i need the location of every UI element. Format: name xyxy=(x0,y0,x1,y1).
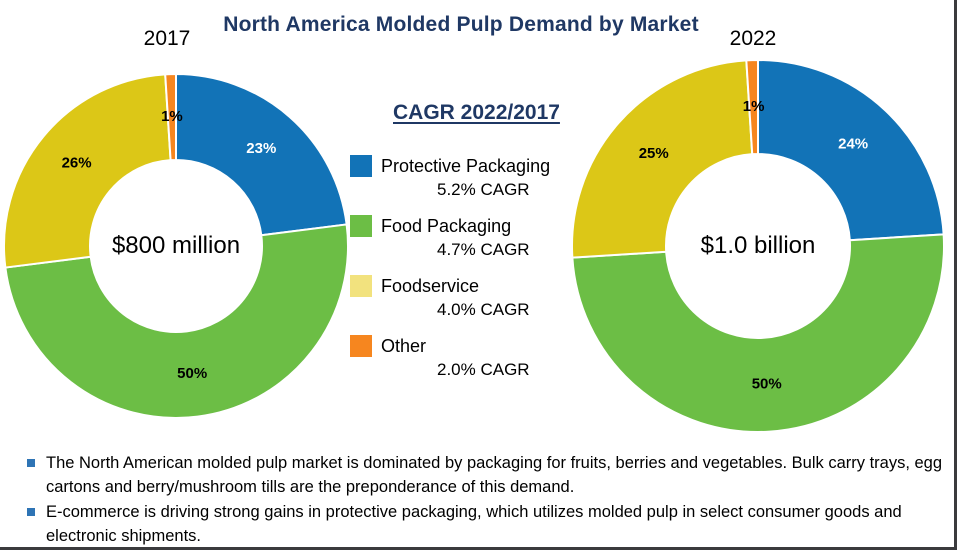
donut-center-label-2017: $800 million xyxy=(111,232,241,259)
legend-item-foodservice: Foodservice 4.0% CAGR xyxy=(350,275,590,320)
legend-row: Other xyxy=(350,335,590,357)
legend-item-food-packaging: Food Packaging 4.7% CAGR xyxy=(350,215,590,260)
list-item: The North American molded pulp market is… xyxy=(27,451,947,499)
protective-packaging-swatch xyxy=(350,155,372,177)
slice-value-label: 50% xyxy=(177,365,207,382)
legend-item-cagr: 4.0% CAGR xyxy=(437,300,530,319)
pie-slice-food-packaging xyxy=(571,233,945,433)
pie-slice-food-packaging xyxy=(4,223,349,419)
bullet-square-icon xyxy=(27,508,35,516)
legend-row: Foodservice xyxy=(350,275,590,297)
legend-item-label: Foodservice xyxy=(381,275,480,296)
list-item: E-commerce is driving strong gains in pr… xyxy=(27,500,947,548)
slice-value-label: 1% xyxy=(743,98,765,115)
slice-value-label: 50% xyxy=(752,376,782,393)
legend-item-cagr: 4.7% CAGR xyxy=(437,240,530,259)
legend-item-other: Other 2.0% CAGR xyxy=(350,335,590,380)
food-packaging-swatch xyxy=(350,215,372,237)
donut-center-label-2022: $1.0 billion xyxy=(700,232,816,259)
donut-chart-2022: 24% 50% 25% 1% xyxy=(571,59,945,433)
legend-item-label: Other xyxy=(381,335,427,356)
slice-value-label: 26% xyxy=(62,155,92,172)
donut-chart-2017: 23% 50% 26% 1% xyxy=(3,73,349,419)
bullet-text: E-commerce is driving strong gains in pr… xyxy=(46,503,902,545)
pie-slice-foodservice xyxy=(571,59,754,259)
legend-row: Protective Packaging xyxy=(350,155,590,177)
legend-item-protective-packaging: Protective Packaging 5.2% CAGR xyxy=(350,155,590,200)
bullet-text: The North American molded pulp market is… xyxy=(46,454,943,496)
pie-slice-foodservice xyxy=(3,73,172,269)
pie-slice-other xyxy=(745,59,759,156)
cagr-legend: CAGR 2022/2017 Protective Packaging 5.2%… xyxy=(350,101,590,395)
pie-slice-protective-packaging xyxy=(175,73,348,237)
page-title: North America Molded Pulp Demand by Mark… xyxy=(223,13,699,36)
page-bottom-border xyxy=(0,547,957,550)
slice-value-label: 24% xyxy=(838,136,868,153)
slice-value-label: 23% xyxy=(246,140,276,157)
chart-year-label-2017: 2017 xyxy=(143,27,191,50)
page-right-border xyxy=(954,0,957,550)
notes-list: The North American molded pulp market is… xyxy=(27,451,947,549)
legend-item-label: Protective Packaging xyxy=(381,155,551,176)
foodservice-swatch xyxy=(350,275,372,297)
legend-item-cagr: 5.2% CAGR xyxy=(437,180,530,199)
slice-value-label: 25% xyxy=(639,145,669,162)
legend-item-label: Food Packaging xyxy=(381,215,512,236)
bullet-square-icon xyxy=(27,459,35,467)
slice-value-label: 1% xyxy=(161,108,183,125)
pie-slice-protective-packaging xyxy=(757,59,945,242)
pie-slice-other xyxy=(164,73,177,162)
legend-row: Food Packaging xyxy=(350,215,590,237)
legend-title: CAGR 2022/2017 xyxy=(393,101,560,124)
legend-item-cagr: 2.0% CAGR xyxy=(437,360,530,379)
chart-year-label-2022: 2022 xyxy=(729,27,777,50)
other-swatch xyxy=(350,335,372,357)
